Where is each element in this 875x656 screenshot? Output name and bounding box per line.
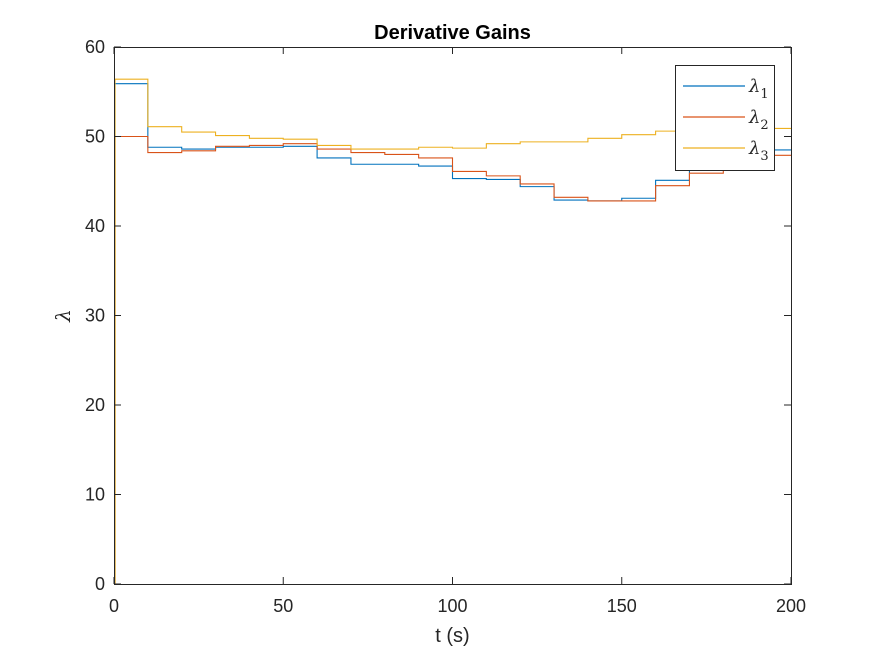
x-tick-label: 150 [607, 596, 637, 616]
series-layer [114, 78, 791, 585]
x-tick-label: 50 [273, 596, 293, 616]
y-tick-label: 50 [85, 127, 105, 147]
y-tick-label: 10 [85, 485, 105, 505]
ticks-layer: 0 50 100 150 200 0 10 20 30 40 50 60 [85, 37, 806, 616]
y-tick-label: 20 [85, 395, 105, 415]
x-tick-label: 200 [776, 596, 806, 616]
chart-title: Derivative Gains [374, 22, 531, 44]
x-tick-label: 0 [109, 596, 119, 616]
legend-box [675, 65, 775, 171]
series-line-2 [114, 135, 791, 585]
legend-label-subscript: 3 [760, 149, 768, 164]
y-tick-label: 0 [95, 574, 105, 594]
legend-label-subscript: 1 [760, 87, 768, 102]
series-line-1 [114, 83, 791, 585]
legend-label-subscript: 2 [760, 118, 768, 133]
x-axis-label: t (s) [435, 625, 469, 647]
y-tick-label: 40 [85, 216, 105, 236]
y-tick-label: 60 [85, 37, 105, 57]
y-tick-label: 30 [85, 306, 105, 326]
series-line-3 [114, 78, 791, 585]
x-tick-label: 100 [437, 596, 467, 616]
y-axis-label: λ [51, 309, 75, 323]
